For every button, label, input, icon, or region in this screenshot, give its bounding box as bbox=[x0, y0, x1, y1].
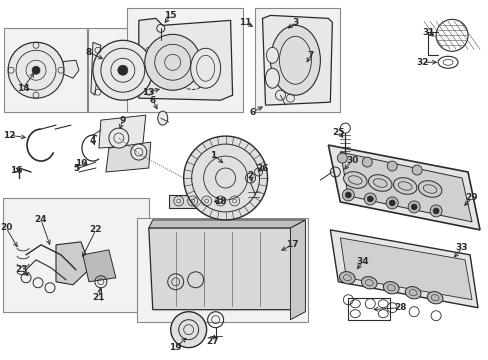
Polygon shape bbox=[148, 220, 305, 228]
Ellipse shape bbox=[383, 282, 398, 294]
Polygon shape bbox=[56, 242, 91, 285]
Polygon shape bbox=[340, 238, 471, 300]
Bar bbox=[88, 28, 163, 112]
Ellipse shape bbox=[429, 205, 441, 217]
Ellipse shape bbox=[393, 178, 416, 194]
Text: 20: 20 bbox=[0, 224, 12, 233]
Text: 3: 3 bbox=[292, 18, 298, 27]
Ellipse shape bbox=[109, 128, 128, 148]
Ellipse shape bbox=[427, 292, 442, 304]
Text: 34: 34 bbox=[355, 257, 368, 266]
Text: 10: 10 bbox=[75, 158, 87, 167]
Text: 12: 12 bbox=[3, 131, 15, 140]
Ellipse shape bbox=[368, 175, 391, 191]
Text: 32: 32 bbox=[415, 58, 427, 67]
Polygon shape bbox=[262, 15, 332, 105]
Text: 18: 18 bbox=[214, 197, 226, 206]
Text: 26: 26 bbox=[256, 163, 268, 172]
Bar bbox=[126, 8, 242, 112]
Text: 29: 29 bbox=[465, 193, 477, 202]
Polygon shape bbox=[148, 228, 295, 310]
Text: 23: 23 bbox=[15, 265, 27, 274]
Text: 9: 9 bbox=[120, 116, 126, 125]
Polygon shape bbox=[328, 145, 479, 230]
Ellipse shape bbox=[362, 157, 371, 167]
Ellipse shape bbox=[418, 181, 441, 197]
Text: 7: 7 bbox=[306, 51, 313, 60]
Polygon shape bbox=[145, 42, 156, 95]
Ellipse shape bbox=[410, 204, 416, 210]
Text: 2: 2 bbox=[247, 171, 253, 180]
Text: 21: 21 bbox=[92, 293, 105, 302]
Ellipse shape bbox=[343, 172, 366, 188]
Polygon shape bbox=[106, 142, 150, 172]
Text: 33: 33 bbox=[455, 243, 468, 252]
Text: 28: 28 bbox=[393, 303, 406, 312]
Ellipse shape bbox=[361, 276, 376, 289]
Polygon shape bbox=[168, 195, 240, 208]
Ellipse shape bbox=[32, 66, 40, 74]
Ellipse shape bbox=[183, 136, 267, 220]
Text: 13: 13 bbox=[142, 88, 155, 97]
Text: 22: 22 bbox=[89, 225, 102, 234]
Text: 5: 5 bbox=[73, 163, 79, 172]
Ellipse shape bbox=[366, 196, 372, 202]
Text: 19: 19 bbox=[169, 343, 182, 352]
Ellipse shape bbox=[158, 111, 167, 125]
Polygon shape bbox=[139, 18, 232, 100]
Bar bbox=[254, 8, 340, 112]
Ellipse shape bbox=[8, 42, 64, 98]
Ellipse shape bbox=[342, 189, 354, 201]
Ellipse shape bbox=[411, 165, 421, 175]
Polygon shape bbox=[83, 250, 116, 282]
Bar bbox=[3, 198, 148, 312]
Text: 31: 31 bbox=[421, 28, 433, 37]
Ellipse shape bbox=[364, 193, 375, 205]
Ellipse shape bbox=[405, 287, 420, 299]
Text: 25: 25 bbox=[331, 127, 344, 136]
Polygon shape bbox=[290, 220, 305, 320]
Text: 1: 1 bbox=[210, 150, 216, 159]
Text: 6: 6 bbox=[249, 108, 255, 117]
Ellipse shape bbox=[265, 68, 279, 88]
Ellipse shape bbox=[190, 48, 220, 88]
Polygon shape bbox=[340, 152, 471, 222]
Ellipse shape bbox=[345, 192, 350, 198]
Ellipse shape bbox=[144, 34, 200, 90]
Text: 27: 27 bbox=[206, 337, 219, 346]
Ellipse shape bbox=[270, 25, 320, 95]
Bar bbox=[347, 298, 389, 320]
Polygon shape bbox=[99, 115, 145, 148]
Polygon shape bbox=[330, 230, 477, 308]
Ellipse shape bbox=[339, 272, 354, 284]
Text: 17: 17 bbox=[285, 240, 298, 249]
Text: 24: 24 bbox=[35, 215, 47, 224]
Ellipse shape bbox=[118, 65, 127, 75]
Ellipse shape bbox=[388, 200, 394, 206]
Ellipse shape bbox=[266, 47, 278, 63]
Ellipse shape bbox=[131, 144, 146, 160]
Bar bbox=[137, 218, 308, 322]
Ellipse shape bbox=[432, 208, 438, 214]
Polygon shape bbox=[91, 42, 101, 95]
Text: 16: 16 bbox=[10, 166, 22, 175]
Text: 30: 30 bbox=[346, 156, 358, 165]
Text: 14: 14 bbox=[17, 84, 29, 93]
Text: 11: 11 bbox=[239, 18, 251, 27]
Text: 8: 8 bbox=[85, 48, 92, 57]
Text: 6: 6 bbox=[149, 96, 156, 105]
Ellipse shape bbox=[386, 197, 397, 209]
Bar bbox=[4, 28, 87, 112]
Ellipse shape bbox=[337, 153, 346, 163]
Ellipse shape bbox=[407, 201, 419, 213]
Text: 15: 15 bbox=[164, 11, 177, 20]
Polygon shape bbox=[56, 60, 79, 78]
Ellipse shape bbox=[93, 40, 152, 100]
Ellipse shape bbox=[386, 161, 396, 171]
Text: 4: 4 bbox=[89, 136, 96, 145]
Ellipse shape bbox=[170, 312, 206, 348]
